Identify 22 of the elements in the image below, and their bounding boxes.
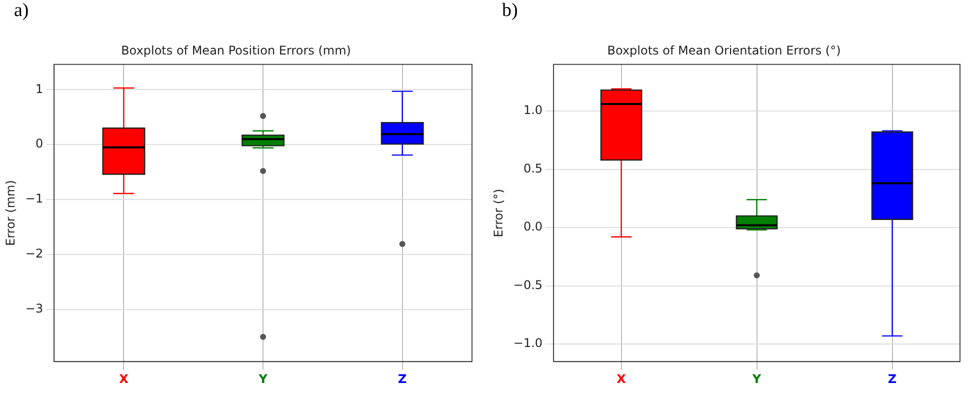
y-tick-label: 1 (35, 82, 44, 96)
y-tick-label: −1.0 (513, 336, 543, 350)
y-tick-label: −2 (25, 246, 44, 261)
y-tick-label: −0.5 (513, 278, 543, 292)
chart-title: Boxplots of Mean Position Errors (mm) (121, 43, 351, 58)
y-tick-label: −1 (25, 192, 44, 206)
y-tick-label: 0 (35, 136, 44, 151)
x-tick-label: Y (751, 372, 762, 386)
text: a) (14, 0, 29, 22)
y-tick-label: 1.0 (523, 103, 543, 118)
x-tick-label: Z (398, 372, 407, 386)
x-tick-label: Y (258, 372, 268, 386)
chart-title: Boxplots of Mean Orientation Errors (°) (607, 43, 841, 58)
y-axis-title: Error (mm) (3, 180, 18, 246)
x-tick-label: Z (888, 372, 897, 386)
y-tick-label: −3 (25, 302, 44, 316)
x-tick-label: X (616, 372, 627, 386)
y-tick-label: 0.5 (523, 161, 543, 176)
y-axis-title: Error (°) (491, 188, 506, 238)
y-tick-label: 0.0 (523, 220, 543, 234)
text: b) (502, 0, 518, 22)
x-tick-label: X (119, 372, 130, 386)
